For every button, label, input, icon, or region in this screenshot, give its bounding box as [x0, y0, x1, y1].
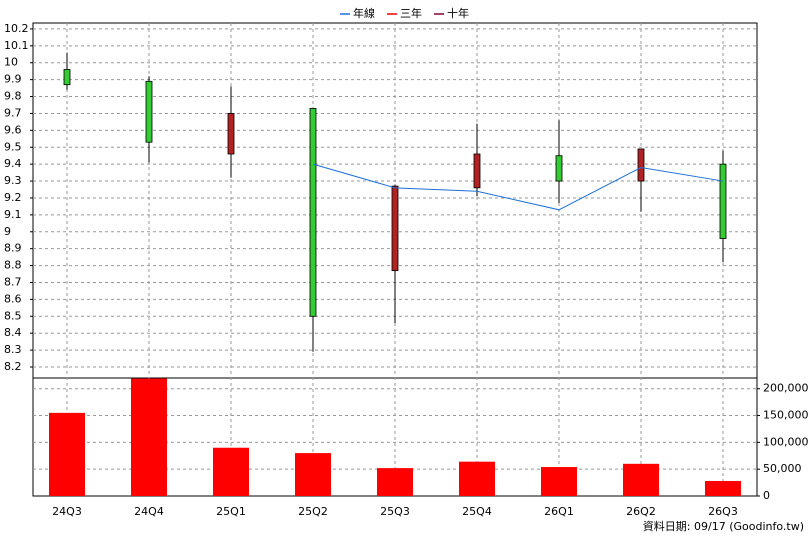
volume-bar	[295, 453, 331, 496]
y-tick-label: 10.1	[4, 39, 29, 52]
y-tick-label: 10	[4, 56, 18, 69]
y-tick-label: 9.7	[4, 106, 22, 119]
x-tick-label: 24Q3	[52, 505, 82, 518]
y-tick-label: 8.8	[4, 259, 22, 272]
y2-tick-label: 100,000	[763, 435, 808, 448]
y-tick-label: 9.9	[4, 73, 22, 86]
y-tick-label: 9.5	[4, 140, 22, 153]
x-tick-label: 25Q3	[380, 505, 410, 518]
y2-tick-label: 50,000	[763, 462, 802, 475]
volume-bar	[213, 447, 249, 496]
x-tick-label: 26Q1	[544, 505, 574, 518]
volume-bar	[459, 461, 495, 496]
volume-bar	[131, 378, 167, 496]
y-tick-label: 9.8	[4, 90, 22, 103]
volume-bar	[623, 463, 659, 496]
candle-body	[63, 69, 71, 86]
y-tick-label: 8.2	[4, 360, 22, 373]
x-tick-label: 26Q3	[708, 505, 738, 518]
line-series	[312, 163, 724, 211]
y-tick-label: 9.2	[4, 191, 22, 204]
y-tick-label: 9	[4, 225, 11, 238]
x-tick-label: 24Q4	[134, 505, 164, 518]
y-tick-label: 9.4	[4, 157, 22, 170]
volume-bar	[705, 480, 741, 496]
y-tick-label: 8.4	[4, 326, 22, 339]
y2-tick-label: 0	[763, 489, 770, 502]
y-tick-label: 8.9	[4, 242, 22, 255]
x-tick-label: 26Q2	[626, 505, 656, 518]
candle-body	[227, 113, 235, 155]
y-tick-label: 8.6	[4, 292, 22, 305]
candle-body	[391, 185, 399, 272]
candle-body	[473, 153, 481, 189]
legend-label: 三年	[400, 6, 422, 20]
candle-body	[145, 80, 153, 143]
candle-body	[719, 163, 727, 239]
volume-bar	[49, 412, 85, 496]
x-tick-label: 25Q1	[216, 505, 246, 518]
y-tick-label: 8.7	[4, 275, 22, 288]
y-tick-label: 8.3	[4, 343, 22, 356]
y-tick-label: 9.6	[4, 123, 22, 136]
legend-label: 十年	[447, 6, 469, 20]
y2-tick-label: 200,000	[763, 382, 808, 395]
y-tick-label: 10.2	[4, 22, 29, 35]
candle-body	[555, 155, 563, 182]
x-tick-label: 25Q2	[298, 505, 328, 518]
source-note: 資料日期: 09/17 (Goodinfo.tw)	[643, 519, 804, 533]
y-tick-label: 9.1	[4, 208, 22, 221]
x-tick-label: 25Q4	[462, 505, 492, 518]
y2-tick-label: 150,000	[763, 409, 808, 422]
candle-body	[309, 107, 317, 317]
volume-bar	[541, 467, 577, 496]
candle-body	[637, 148, 645, 182]
y-tick-label: 8.5	[4, 309, 22, 322]
legend-label: 年線	[353, 6, 375, 20]
y-tick-label: 9.3	[4, 174, 22, 187]
volume-bar	[377, 468, 413, 496]
